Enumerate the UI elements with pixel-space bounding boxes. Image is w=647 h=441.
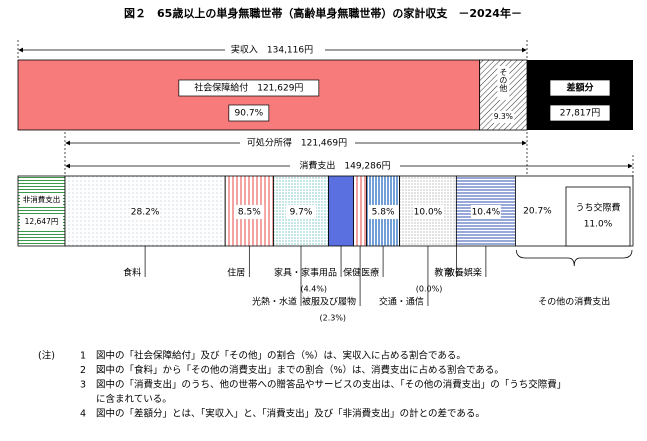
segment-value: (2.3%) — [319, 314, 346, 323]
label-box — [497, 66, 510, 100]
income-segment-name: 社会保障給付 121,629円 — [194, 82, 303, 94]
balance-name: 差額分 — [566, 82, 593, 94]
non-consumption-segment — [17, 175, 66, 247]
label-box — [178, 79, 320, 97]
segment-value: 10.4% — [472, 208, 501, 218]
segment-value: 10.0% — [414, 208, 443, 218]
category-name: 被服及び履物 — [302, 296, 356, 308]
title: 図２ 65歳以上の単身無職世帯（高齢単身無職世帯）の家計収支 －2024年－ — [124, 6, 522, 20]
note-text: に含まれている。 — [96, 393, 172, 405]
sub-segment — [565, 186, 631, 247]
note-text: 図中の「食料」から「その他の消費支出」までの割合（%）は、消費支出に占める割合で… — [96, 364, 504, 376]
category-name: 教育 — [434, 267, 452, 279]
note-number: 3 — [80, 380, 86, 391]
consumption-segment — [353, 175, 368, 247]
label-box — [286, 205, 317, 219]
label-box — [130, 205, 161, 219]
consumption-segment — [328, 175, 354, 247]
category-name: その他の消費支出 — [538, 296, 610, 308]
category-name: 保健医療 — [343, 267, 379, 279]
disposable-arrow-label: 可処分所得 121,469円 — [247, 137, 347, 149]
brace — [516, 249, 633, 267]
sub-name: うち交際費 — [575, 202, 620, 214]
label-box — [368, 205, 399, 219]
note-text: 図中の「差額分」とは、「実収入」と、「消費支出」及び「非消費支出」の計との差であ… — [96, 408, 485, 420]
label-box — [228, 104, 270, 122]
label-box — [234, 205, 265, 219]
category-name: 家具・家事用品 — [274, 267, 337, 279]
segment-value: 9.7% — [290, 208, 313, 218]
note-number: 2 — [80, 365, 86, 376]
consumption-arrow-label: 消費支出 149,286円 — [299, 160, 390, 172]
notes-head: (注) — [38, 350, 55, 362]
non-consumption-amount: 12,647円 — [25, 217, 59, 226]
label-box — [20, 215, 63, 229]
balance-amount: 27,817円 — [560, 108, 601, 119]
note-number: 4 — [80, 409, 86, 420]
label-box — [492, 111, 515, 123]
segment-value: 8.5% — [238, 208, 261, 218]
category-name: 交通・通信 — [379, 296, 424, 308]
arrows — [18, 43, 633, 173]
label-box — [549, 104, 611, 122]
segment-value: (0.0%) — [416, 285, 443, 294]
segment-value: 28.2% — [131, 208, 160, 218]
note-text: 図中の「消費支出」のうち、他の世帯への贈答品やサービスの支出は、「その他の消費支… — [96, 379, 566, 391]
income-segment-value: 90.7% — [235, 109, 264, 119]
income-bar: 社会保障給付 121,629円 90.7% その他 9.3% 差額分 27,817円 — [17, 59, 633, 131]
notes: (注) 1 図中の「社会保障給付」及び「その他」の割合（%）は、実収入に占める割合で… — [38, 350, 566, 420]
category-name: 住居 — [227, 267, 245, 279]
category-name: 光熱・水道 — [252, 296, 297, 308]
note-text: 図中の「社会保障給付」及び「その他」の割合（%）は、実収入に占める割合である。 — [96, 350, 466, 362]
segment-value: 20.7% — [523, 207, 552, 217]
sub-value: 11.0% — [584, 220, 613, 230]
label-box — [549, 79, 611, 97]
income-arrow-label: 実収入 134,116円 — [231, 44, 313, 56]
label-box — [20, 193, 63, 207]
income-segment-name: その他 — [499, 68, 508, 93]
category-name: 食料 — [123, 267, 141, 279]
income-segment-value: 9.3% — [494, 112, 513, 121]
segment-value: (4.4%) — [300, 285, 327, 294]
non-consumption-name: 非消費支出 — [23, 194, 61, 204]
label-box — [412, 205, 443, 219]
note-number: 1 — [80, 351, 86, 362]
segment-value: 5.8% — [372, 208, 395, 218]
label-box — [470, 205, 501, 219]
category-name: 教養娯楽 — [446, 267, 482, 279]
